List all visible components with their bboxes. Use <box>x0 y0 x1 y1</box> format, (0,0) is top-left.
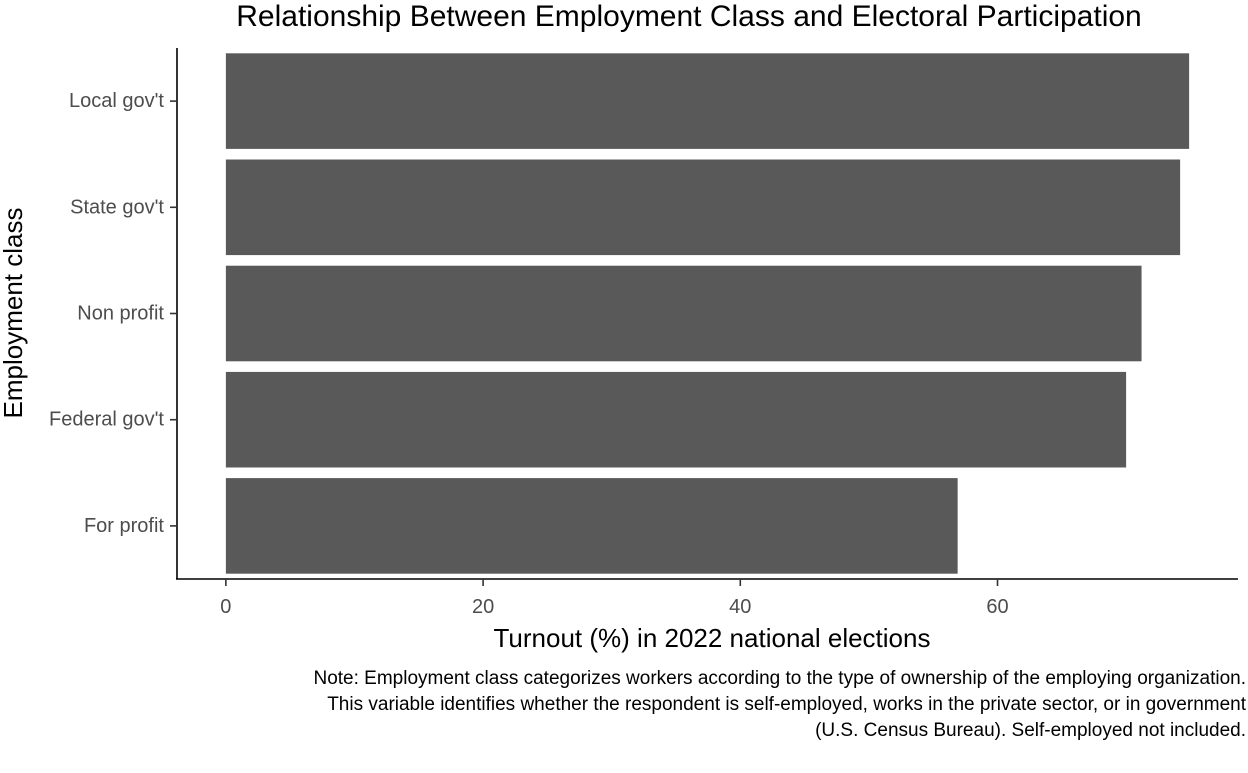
bar-3 <box>225 371 1127 468</box>
bar-4 <box>225 478 958 574</box>
note-line-2: This variable identifies whether the res… <box>327 694 1247 715</box>
bars-layer <box>225 53 1190 574</box>
x-tick-label-2: 40 <box>729 596 751 618</box>
chart-title: Relationship Between Employment Class an… <box>236 0 1141 33</box>
x-tick-label-0: 0 <box>220 596 231 618</box>
note-line-3: (U.S. Census Bureau). Self-employed not … <box>815 720 1246 741</box>
bar-2 <box>225 265 1142 362</box>
y-tick-label-4: For profit <box>84 515 164 537</box>
x-tick-label-1: 20 <box>472 596 494 618</box>
x-axis-title: Turnout (%) in 2022 national elections <box>494 623 931 653</box>
y-tick-label-1: State gov't <box>70 196 164 218</box>
x-tick-label-3: 60 <box>986 596 1008 618</box>
y-ticks-layer: Local gov't State gov't Non profit Federal … <box>49 90 177 537</box>
bar-1 <box>225 159 1181 256</box>
y-tick-label-3: Federal gov't <box>49 409 164 431</box>
y-tick-label-2: Non profit <box>77 303 164 325</box>
x-ticks-layer: 0 20 40 60 <box>220 579 1009 618</box>
y-tick-label-0: Local gov't <box>69 90 164 112</box>
bar-0 <box>225 53 1190 149</box>
y-axis-title: Employment class <box>0 208 28 419</box>
note-line-1: Note: Employment class categorizes worke… <box>313 668 1246 689</box>
